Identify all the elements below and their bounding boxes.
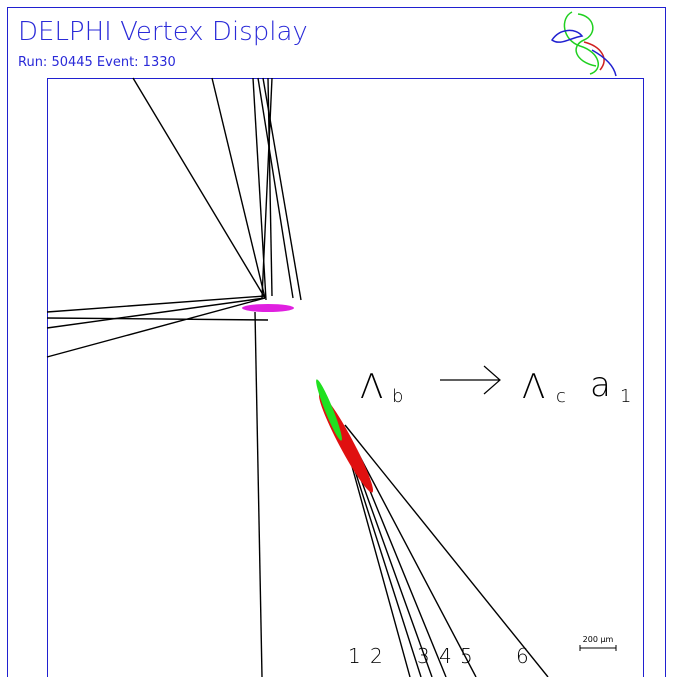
decay-parent-sub: b xyxy=(392,386,403,407)
track-label: 6 xyxy=(516,644,529,668)
decay-partner-sub: 1 xyxy=(620,386,631,407)
track-label: 2 xyxy=(370,644,383,668)
subtitle: Run: 50445 Event: 1330 xyxy=(18,55,176,70)
logo xyxy=(552,12,616,76)
track-label: 1 xyxy=(348,644,361,668)
page: DELPHI Vertex Display Run: 50445 Event: … xyxy=(0,0,673,677)
track-label: 4 xyxy=(439,644,452,668)
track-label: 5 xyxy=(460,644,473,668)
title: DELPHI Vertex Display xyxy=(18,17,308,47)
decay-daughter: Λ xyxy=(522,367,545,407)
outer-frame xyxy=(8,8,666,677)
decay-daughter-sub: c xyxy=(556,386,566,407)
decay-partner: a xyxy=(590,365,611,405)
decay-label: Λ b Λ c a 1 xyxy=(360,365,631,407)
plot-frame xyxy=(48,79,644,677)
primary-vertex xyxy=(242,304,294,312)
scale-bar xyxy=(580,645,616,651)
display: DELPHI Vertex Display Run: 50445 Event: … xyxy=(0,0,673,677)
track-labels: 1 2 3 4 5 6 xyxy=(348,644,529,668)
tracks-secondary xyxy=(342,425,548,677)
scale-label: 200 μm xyxy=(583,635,614,644)
decay-arrow xyxy=(440,366,500,394)
decay-parent: Λ xyxy=(360,367,383,407)
secondary-vertex-green xyxy=(313,378,345,442)
track-label: 3 xyxy=(417,644,430,668)
tracks-primary xyxy=(47,78,301,677)
